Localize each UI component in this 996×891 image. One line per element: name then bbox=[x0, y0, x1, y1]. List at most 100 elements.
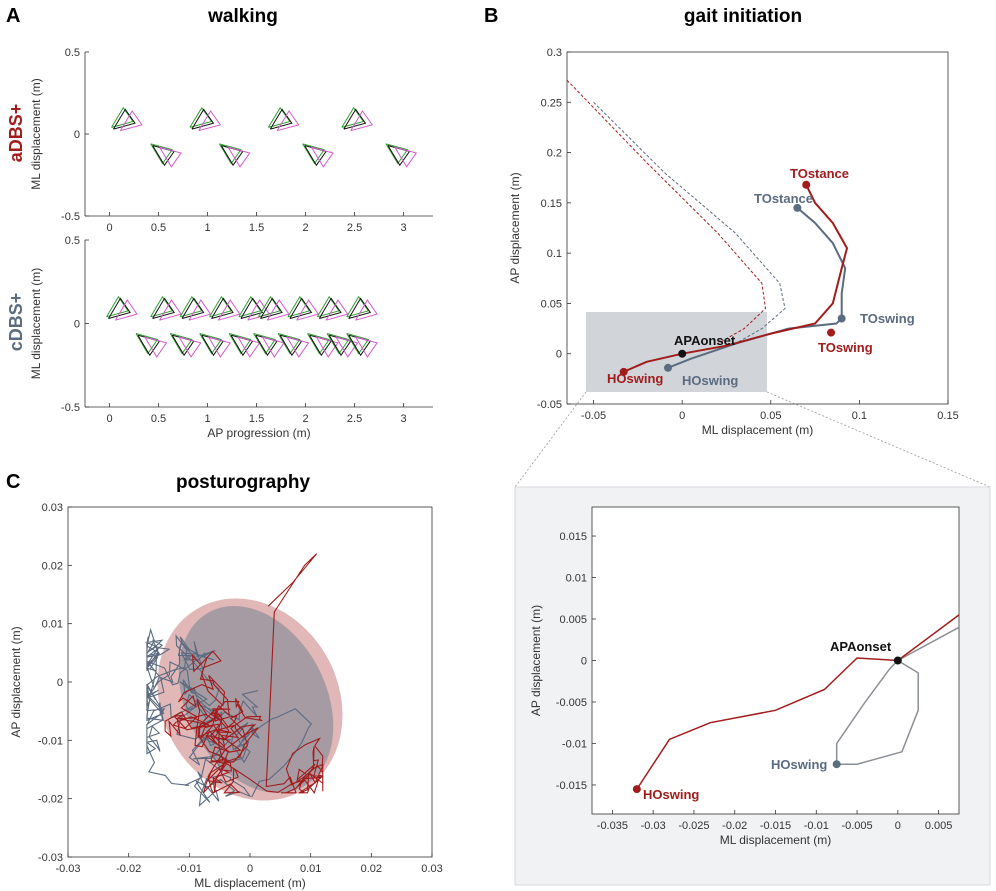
stride-loop-green bbox=[307, 333, 330, 355]
title-posturography: posturography bbox=[176, 472, 310, 493]
x-tick-label: 0.1 bbox=[852, 410, 867, 422]
toswing-adbs-point bbox=[827, 328, 836, 337]
x-tick-label: -0.03 bbox=[641, 820, 666, 832]
stride-loop-green bbox=[253, 333, 277, 355]
y-tick-label: -0.01 bbox=[38, 735, 63, 747]
posturography-axes: -0.03 -0.02 -0.01 0 0.01 0.02 0.03 -0.03 -0.02 -0… bbox=[9, 502, 443, 890]
stride-loop-green bbox=[106, 295, 129, 318]
x-tick-label: 0 bbox=[895, 820, 901, 832]
x-tick-label: 0.5 bbox=[151, 413, 166, 425]
panel-label-b: B bbox=[484, 5, 498, 27]
stride-loop-green bbox=[189, 106, 213, 128]
stride-loop-magenta bbox=[261, 336, 285, 358]
stride-loop-magenta bbox=[208, 336, 231, 358]
annotation-tostance-adbs: TOstance bbox=[790, 166, 849, 181]
x-tick-label: 1.5 bbox=[249, 413, 264, 425]
x-tick-label: 0.05 bbox=[760, 410, 781, 422]
stride-loop-magenta bbox=[237, 336, 261, 358]
stride-loop-magenta bbox=[144, 336, 168, 358]
stride-loop-magenta bbox=[188, 299, 212, 321]
annotation-hoswing-adbs: HOswing bbox=[607, 371, 663, 386]
stride-loop-green bbox=[150, 143, 174, 165]
stride-loop-green bbox=[150, 295, 174, 318]
stride-loop-black bbox=[348, 297, 372, 319]
stride-loop-green bbox=[135, 333, 159, 355]
x-tick-label: -0.035 bbox=[597, 820, 628, 832]
y-tick-label: -0.005 bbox=[556, 697, 587, 709]
y-tick-label: 0.15 bbox=[541, 198, 562, 210]
annotation-toswing-adbs: TOswing bbox=[818, 340, 873, 355]
stride-loop-magenta bbox=[276, 110, 300, 132]
y-tick-label: -0.015 bbox=[556, 780, 587, 792]
y-tick-label: 0.02 bbox=[42, 560, 63, 572]
stride-loop-magenta bbox=[310, 146, 334, 168]
stride-loop-black bbox=[108, 297, 131, 319]
y-tick-label: 0.01 bbox=[566, 573, 587, 585]
stride-loop-green bbox=[238, 295, 262, 318]
zoom-region-shade bbox=[586, 312, 767, 392]
inset-zoom-axes: -0.035 -0.03 -0.025 -0.02 -0.015 -0.01 -0.005 0… bbox=[514, 486, 991, 886]
stride-loop-magenta bbox=[198, 110, 222, 132]
stride-loop-magenta bbox=[394, 146, 418, 168]
x-tick-label: 3 bbox=[401, 413, 407, 425]
stride-loop-magenta bbox=[335, 336, 359, 358]
x-tick-label: -0.01 bbox=[804, 820, 829, 832]
x-tick-label: 2 bbox=[303, 222, 309, 234]
y-tick-label: 0.005 bbox=[559, 614, 587, 626]
stride-loop-magenta bbox=[315, 336, 339, 358]
annotation-tostance-cdbs: TOstance bbox=[754, 191, 813, 206]
y-tick-label: -0.03 bbox=[38, 852, 63, 864]
stride-loop-green bbox=[111, 106, 134, 128]
x-tick-label: 1.5 bbox=[249, 222, 264, 234]
panel-label-a: A bbox=[6, 5, 20, 27]
stride-loop-green bbox=[209, 295, 232, 318]
stride-loop-green bbox=[302, 143, 326, 165]
x-axis-label: ML displacement (m) bbox=[720, 833, 832, 847]
zoom-connector-right bbox=[766, 391, 991, 488]
stride-loop-magenta bbox=[159, 299, 182, 321]
x-tick-label: 0.005 bbox=[925, 820, 953, 832]
stride-loop-black bbox=[211, 297, 234, 319]
x-axis-label: AP progression (m) bbox=[207, 426, 310, 440]
stride-loop-green bbox=[228, 333, 252, 355]
x-tick-label: -0.005 bbox=[841, 820, 872, 832]
y-tick-label: 0.5 bbox=[65, 235, 80, 247]
stride-loop-green bbox=[199, 333, 223, 355]
y-tick-label: 0.3 bbox=[547, 47, 562, 59]
y-tick-label: 0.5 bbox=[65, 47, 80, 59]
adbs-projection-dashed bbox=[566, 79, 767, 345]
y-tick-label: 0.2 bbox=[547, 148, 562, 160]
apaonset-point bbox=[678, 349, 687, 358]
y-axis-label: ML displacement (m) bbox=[29, 78, 43, 190]
x-tick-label: -0.025 bbox=[678, 820, 709, 832]
y-tick-label: 0 bbox=[74, 319, 80, 331]
y-tick-label: -0.05 bbox=[537, 399, 562, 411]
panel-label-c: C bbox=[6, 471, 20, 493]
series-adbs-trajectory bbox=[623, 184, 849, 373]
stride-loop-magenta bbox=[350, 110, 374, 132]
stride-loop-green bbox=[341, 106, 365, 128]
annotation-hoswing-adbs-zoom: HOswing bbox=[643, 787, 699, 802]
y-tick-label: 0.015 bbox=[559, 531, 587, 543]
stride-loop-black bbox=[181, 297, 205, 319]
x-tick-label: 3 bbox=[401, 222, 407, 234]
hoswing-adbs-point bbox=[619, 367, 628, 376]
x-tick-label: 0.01 bbox=[300, 863, 321, 875]
stride-loop-green bbox=[218, 143, 242, 165]
stride-loop-green bbox=[316, 295, 340, 318]
x-tick-label: 0.02 bbox=[361, 863, 382, 875]
cdbs-projection-dashed bbox=[593, 101, 786, 345]
stride-loop-green bbox=[385, 143, 409, 165]
annotation-toswing-cdbs: TOswing bbox=[860, 311, 915, 326]
zoom-connector-lines bbox=[514, 391, 991, 488]
hoswing-cdbs-point bbox=[664, 363, 673, 372]
y-tick-label: -0.02 bbox=[38, 794, 63, 806]
stride-loop-green bbox=[277, 333, 301, 355]
x-tick-label: 0.5 bbox=[151, 222, 166, 234]
y-tick-label: 0.03 bbox=[42, 502, 63, 514]
x-tick-label: -0.01 bbox=[177, 863, 202, 875]
x-tick-label: 2.5 bbox=[347, 222, 362, 234]
stride-loop-magenta bbox=[114, 299, 138, 321]
x-tick-label: -0.05 bbox=[581, 410, 606, 422]
stride-loop-green bbox=[346, 333, 370, 355]
